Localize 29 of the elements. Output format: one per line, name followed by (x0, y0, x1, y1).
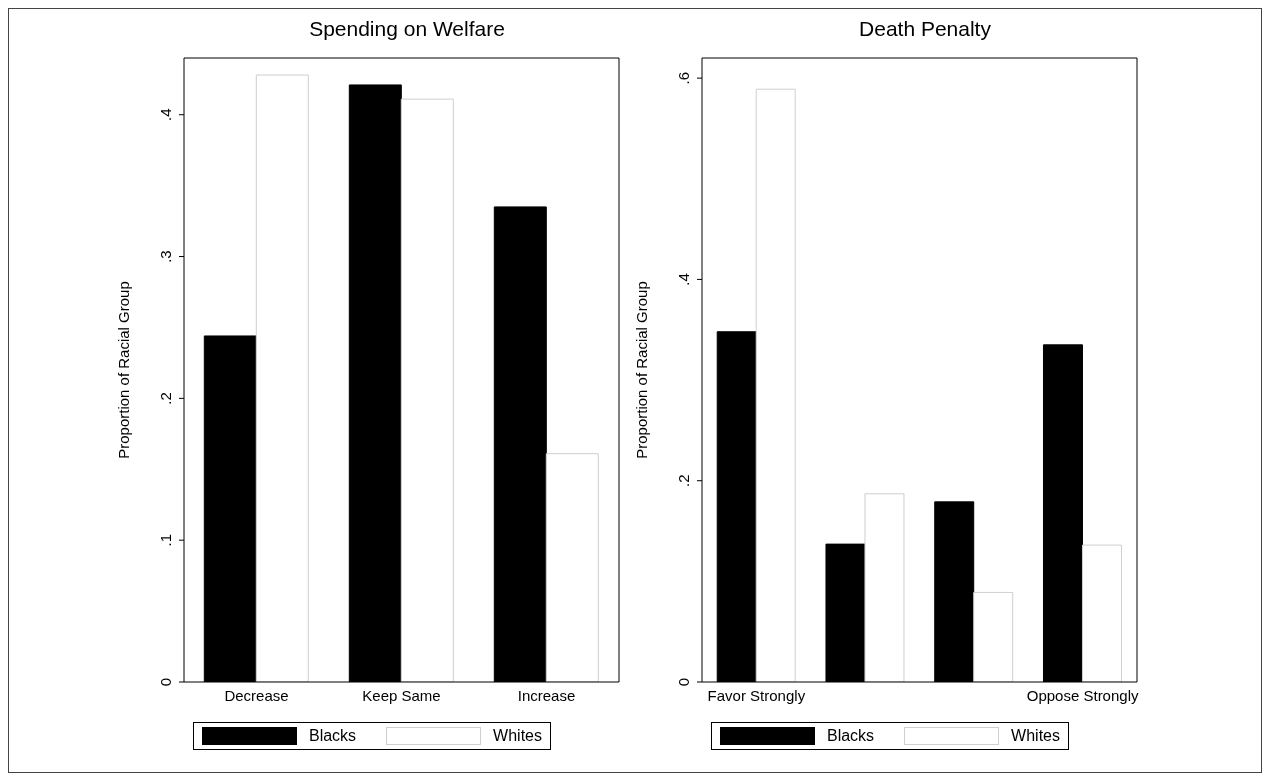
y-axis-title: Proportion of Racial Group (115, 281, 133, 459)
text: Whites (493, 727, 543, 745)
y-tick-label: .4 (675, 273, 692, 286)
y-tick-label: .4 (157, 108, 174, 121)
y-tick-label: .2 (675, 474, 692, 487)
bar (755, 88, 796, 682)
y-tick-label: 0 (157, 677, 174, 687)
y-tick-label: .6 (675, 71, 692, 85)
chart-title: Death Penalty (858, 17, 992, 42)
x-tick-label: Decrease (224, 686, 289, 704)
bar (1081, 544, 1122, 682)
text: Blacks (308, 727, 357, 745)
y-tick-label: .3 (157, 250, 174, 263)
bar (255, 74, 309, 682)
x-tick-label: Oppose Strongly (1026, 686, 1139, 704)
bar (400, 98, 454, 682)
x-tick-label: Keep Same (362, 686, 441, 704)
x-tick-label: Favor Strongly (707, 686, 806, 704)
bar (864, 493, 905, 682)
bar (973, 591, 1014, 682)
bar (545, 453, 599, 682)
y-tick-label: 0 (675, 677, 692, 687)
text: Whites (1011, 727, 1061, 745)
x-tick-label: Increase (517, 686, 576, 704)
text: Blacks (826, 727, 875, 745)
y-tick-label: .2 (157, 392, 174, 405)
y-axis-title: Proportion of Racial Group (633, 281, 651, 459)
chart-title: Spending on Welfare (308, 17, 506, 42)
y-tick-label: .1 (157, 533, 174, 547)
